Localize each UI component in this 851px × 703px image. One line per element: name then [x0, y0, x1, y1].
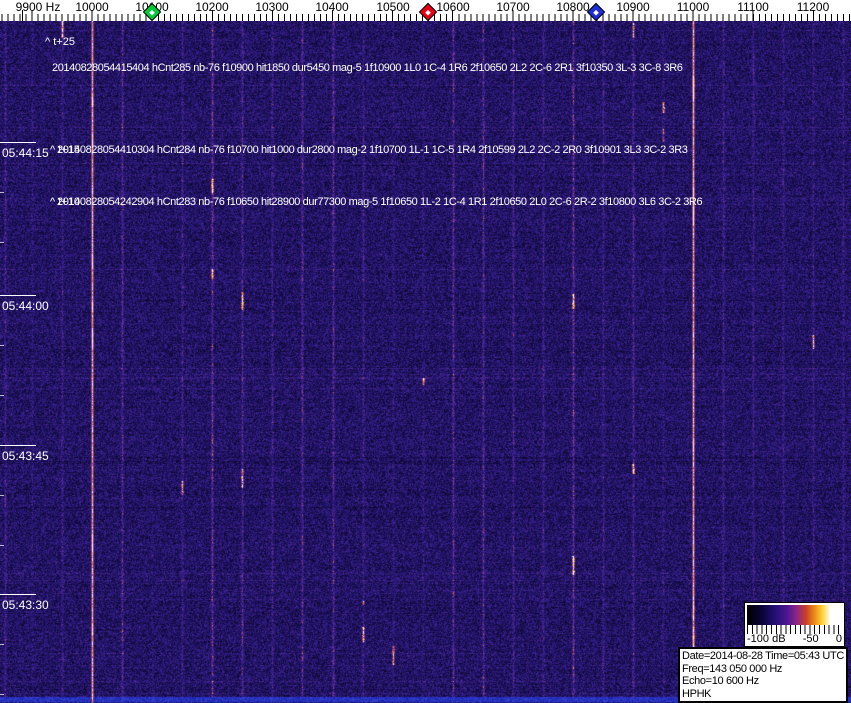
freq-label-10600: 10600 [436, 0, 470, 14]
freq-label-11000: 11000 [676, 0, 710, 14]
freq-label-10200: 10200 [195, 0, 229, 14]
event-data-line-2: 20140828054410304 hCnt284 nb-76 f10700 h… [57, 144, 688, 156]
time-minor-tick [0, 495, 4, 496]
event-marker-t25: ^ t+25 [45, 36, 75, 48]
time-tick-054400: 05:44:00 [0, 295, 70, 313]
time-tick-054415: 05:44:15 [0, 142, 70, 160]
time-tick-054345: 05:43:45 [0, 445, 70, 463]
time-tick-054330: 05:43:30 [0, 594, 70, 612]
freq-label-10900: 10900 [616, 0, 650, 14]
info-date-time: Date=2014-08-28 Time=05:43 UTC [682, 650, 844, 662]
time-minor-tick [0, 192, 4, 193]
event-data-line-3: 20140828054242904 hCnt283 nb-76 f10650 h… [57, 196, 703, 208]
legend-label-min: -100 dB [747, 633, 786, 645]
frequency-axis: 9900 Hz 10000 10100 10200 10300 10400 10… [0, 0, 851, 22]
time-minor-tick [0, 694, 4, 695]
freq-label-10800: 10800 [556, 0, 590, 14]
legend-ruler-ticks [747, 625, 842, 634]
event-data-line-1: 20140828054415404 hCnt285 nb-76 f10900 h… [52, 62, 683, 74]
legend-label-max: 0 [835, 633, 842, 645]
legend-label-mid: -50 [802, 633, 819, 645]
freq-label-10400: 10400 [315, 0, 349, 14]
freq-label-10700: 10700 [496, 0, 530, 14]
time-tick-line [0, 142, 36, 143]
time-minor-tick [0, 644, 4, 645]
freq-label-10500: 10500 [376, 0, 410, 14]
freq-label-11100: 11100 [737, 0, 769, 14]
db-color-scale-legend: -100 dB -50 0 [744, 602, 845, 647]
time-tick-line [0, 445, 36, 446]
time-minor-tick [0, 545, 4, 546]
time-label: 05:43:45 [2, 449, 49, 463]
freq-label-11200: 11200 [796, 0, 830, 14]
freq-label-10000: 10000 [75, 0, 109, 14]
event-marker-t15: ^ t+15 [50, 144, 80, 156]
time-minor-tick [0, 345, 4, 346]
time-label: 05:44:15 [2, 146, 49, 160]
color-gradient-bar [747, 605, 842, 625]
time-label: 05:43:30 [2, 598, 49, 612]
info-frequency: Freq=143 050 000 Hz [682, 662, 783, 675]
legend-labels: -100 dB -50 0 [745, 634, 844, 645]
waterfall-spectrogram [0, 21, 851, 703]
time-tick-line [0, 594, 36, 595]
time-minor-tick [0, 395, 4, 396]
info-station-id: HPHK [682, 687, 712, 700]
time-label: 05:44:00 [2, 299, 49, 313]
freq-label-9900: 9900 Hz [15, 0, 61, 14]
freq-label-10300: 10300 [255, 0, 289, 14]
observation-info-box: Date=2014-08-28 Time=05:43 UTC Freq=143 … [678, 647, 848, 703]
time-minor-tick [0, 242, 4, 243]
time-tick-line [0, 295, 36, 296]
event-marker-t10: ^ t+10 [50, 196, 80, 208]
info-echo-freq: Echo=10 600 Hz [682, 675, 759, 687]
